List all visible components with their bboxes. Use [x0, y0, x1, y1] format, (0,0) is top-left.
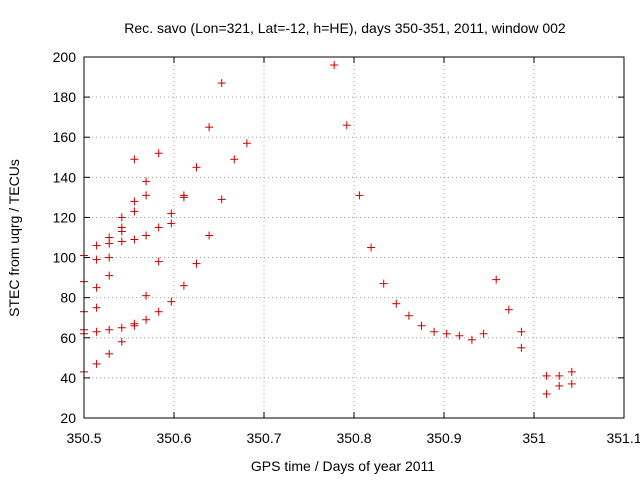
data-point: [92, 283, 101, 292]
data-point: [355, 191, 364, 200]
data-point: [117, 323, 126, 332]
x-axis-label: GPS time / Days of year 2011: [251, 458, 435, 474]
data-point: [217, 79, 226, 88]
data-point: [105, 233, 114, 242]
data-point: [130, 197, 139, 206]
data-point: [517, 327, 526, 336]
data-point: [192, 259, 201, 268]
data-point: [517, 343, 526, 352]
data-point: [105, 271, 114, 280]
data-point: [404, 311, 413, 320]
data-point: [130, 155, 139, 164]
data-point: [167, 297, 176, 306]
y-axis-label: STEC from uqrg / TECUs: [6, 159, 22, 317]
chart-title: Rec. savo (Lon=321, Lat=-12, h=HE), days…: [124, 20, 566, 36]
data-point: [392, 299, 401, 308]
data-point: [542, 371, 551, 380]
data-point: [492, 275, 501, 284]
data-point: [555, 381, 564, 390]
data-point: [142, 291, 151, 300]
data-point: [342, 121, 351, 130]
data-point: [179, 191, 188, 200]
y-tick-label: 40: [60, 370, 76, 386]
data-point: [130, 235, 139, 244]
data-point: [205, 123, 214, 132]
data-point: [167, 219, 176, 228]
y-tick-label: 80: [60, 290, 76, 306]
data-point: [205, 231, 214, 240]
data-point: [92, 255, 101, 264]
data-point: [567, 379, 576, 388]
y-tick-label: 180: [53, 89, 77, 105]
data-point: [555, 371, 564, 380]
data-point: [230, 155, 239, 164]
axis-ticks: 350.5 350.6 350.7 350.8 350.9 351 351.1 20 40 60 8…: [53, 49, 640, 446]
data-point: [167, 209, 176, 218]
y-tick-label: 200: [53, 49, 77, 65]
data-point: [542, 389, 551, 398]
data-point: [92, 241, 101, 250]
y-tick-label: 20: [60, 410, 76, 426]
y-tick-label: 140: [53, 169, 77, 185]
x-tick-label: 351.1: [606, 430, 640, 446]
data-point: [142, 191, 151, 200]
data-point: [367, 243, 376, 252]
data-point: [379, 279, 388, 288]
data-point: [105, 349, 114, 358]
data-point: [192, 163, 201, 172]
data-point: [105, 253, 114, 262]
data-point: [92, 359, 101, 368]
data-point: [142, 177, 151, 186]
x-tick-label: 350.8: [336, 430, 371, 446]
data-point: [242, 139, 251, 148]
x-tick-label: 350.7: [246, 430, 281, 446]
data-point: [117, 337, 126, 346]
y-tick-label: 60: [60, 330, 76, 346]
data-point: [130, 207, 139, 216]
data-point: [417, 321, 426, 330]
x-tick-label: 350.5: [66, 430, 101, 446]
data-point: [117, 213, 126, 222]
data-point: [92, 327, 101, 336]
plot-frame: [83, 56, 625, 419]
x-tick-label: 350.9: [426, 430, 461, 446]
data-point: [330, 61, 339, 70]
grid-lines: [84, 57, 624, 418]
data-point: [154, 257, 163, 266]
data-point: [179, 281, 188, 290]
data-point: [467, 335, 476, 344]
data-point: [105, 325, 114, 334]
data-point: [130, 319, 139, 328]
data-point: [142, 315, 151, 324]
data-point: [217, 195, 226, 204]
data-point: [92, 303, 101, 312]
data-point: [504, 305, 513, 314]
y-tick-label: 160: [53, 129, 77, 145]
data-markers: [80, 61, 576, 398]
data-point: [117, 223, 126, 232]
x-tick-label: 351: [522, 430, 546, 446]
data-point: [142, 231, 151, 240]
data-point: [479, 329, 488, 338]
x-tick-label: 350.6: [156, 430, 191, 446]
data-point: [430, 327, 439, 336]
y-tick-label: 100: [53, 250, 77, 266]
data-point: [117, 237, 126, 246]
data-point: [154, 223, 163, 232]
data-point: [154, 307, 163, 316]
data-point: [567, 367, 576, 376]
y-tick-label: 120: [53, 209, 77, 225]
data-point: [154, 149, 163, 158]
data-point: [455, 331, 464, 340]
data-point: [442, 329, 451, 338]
